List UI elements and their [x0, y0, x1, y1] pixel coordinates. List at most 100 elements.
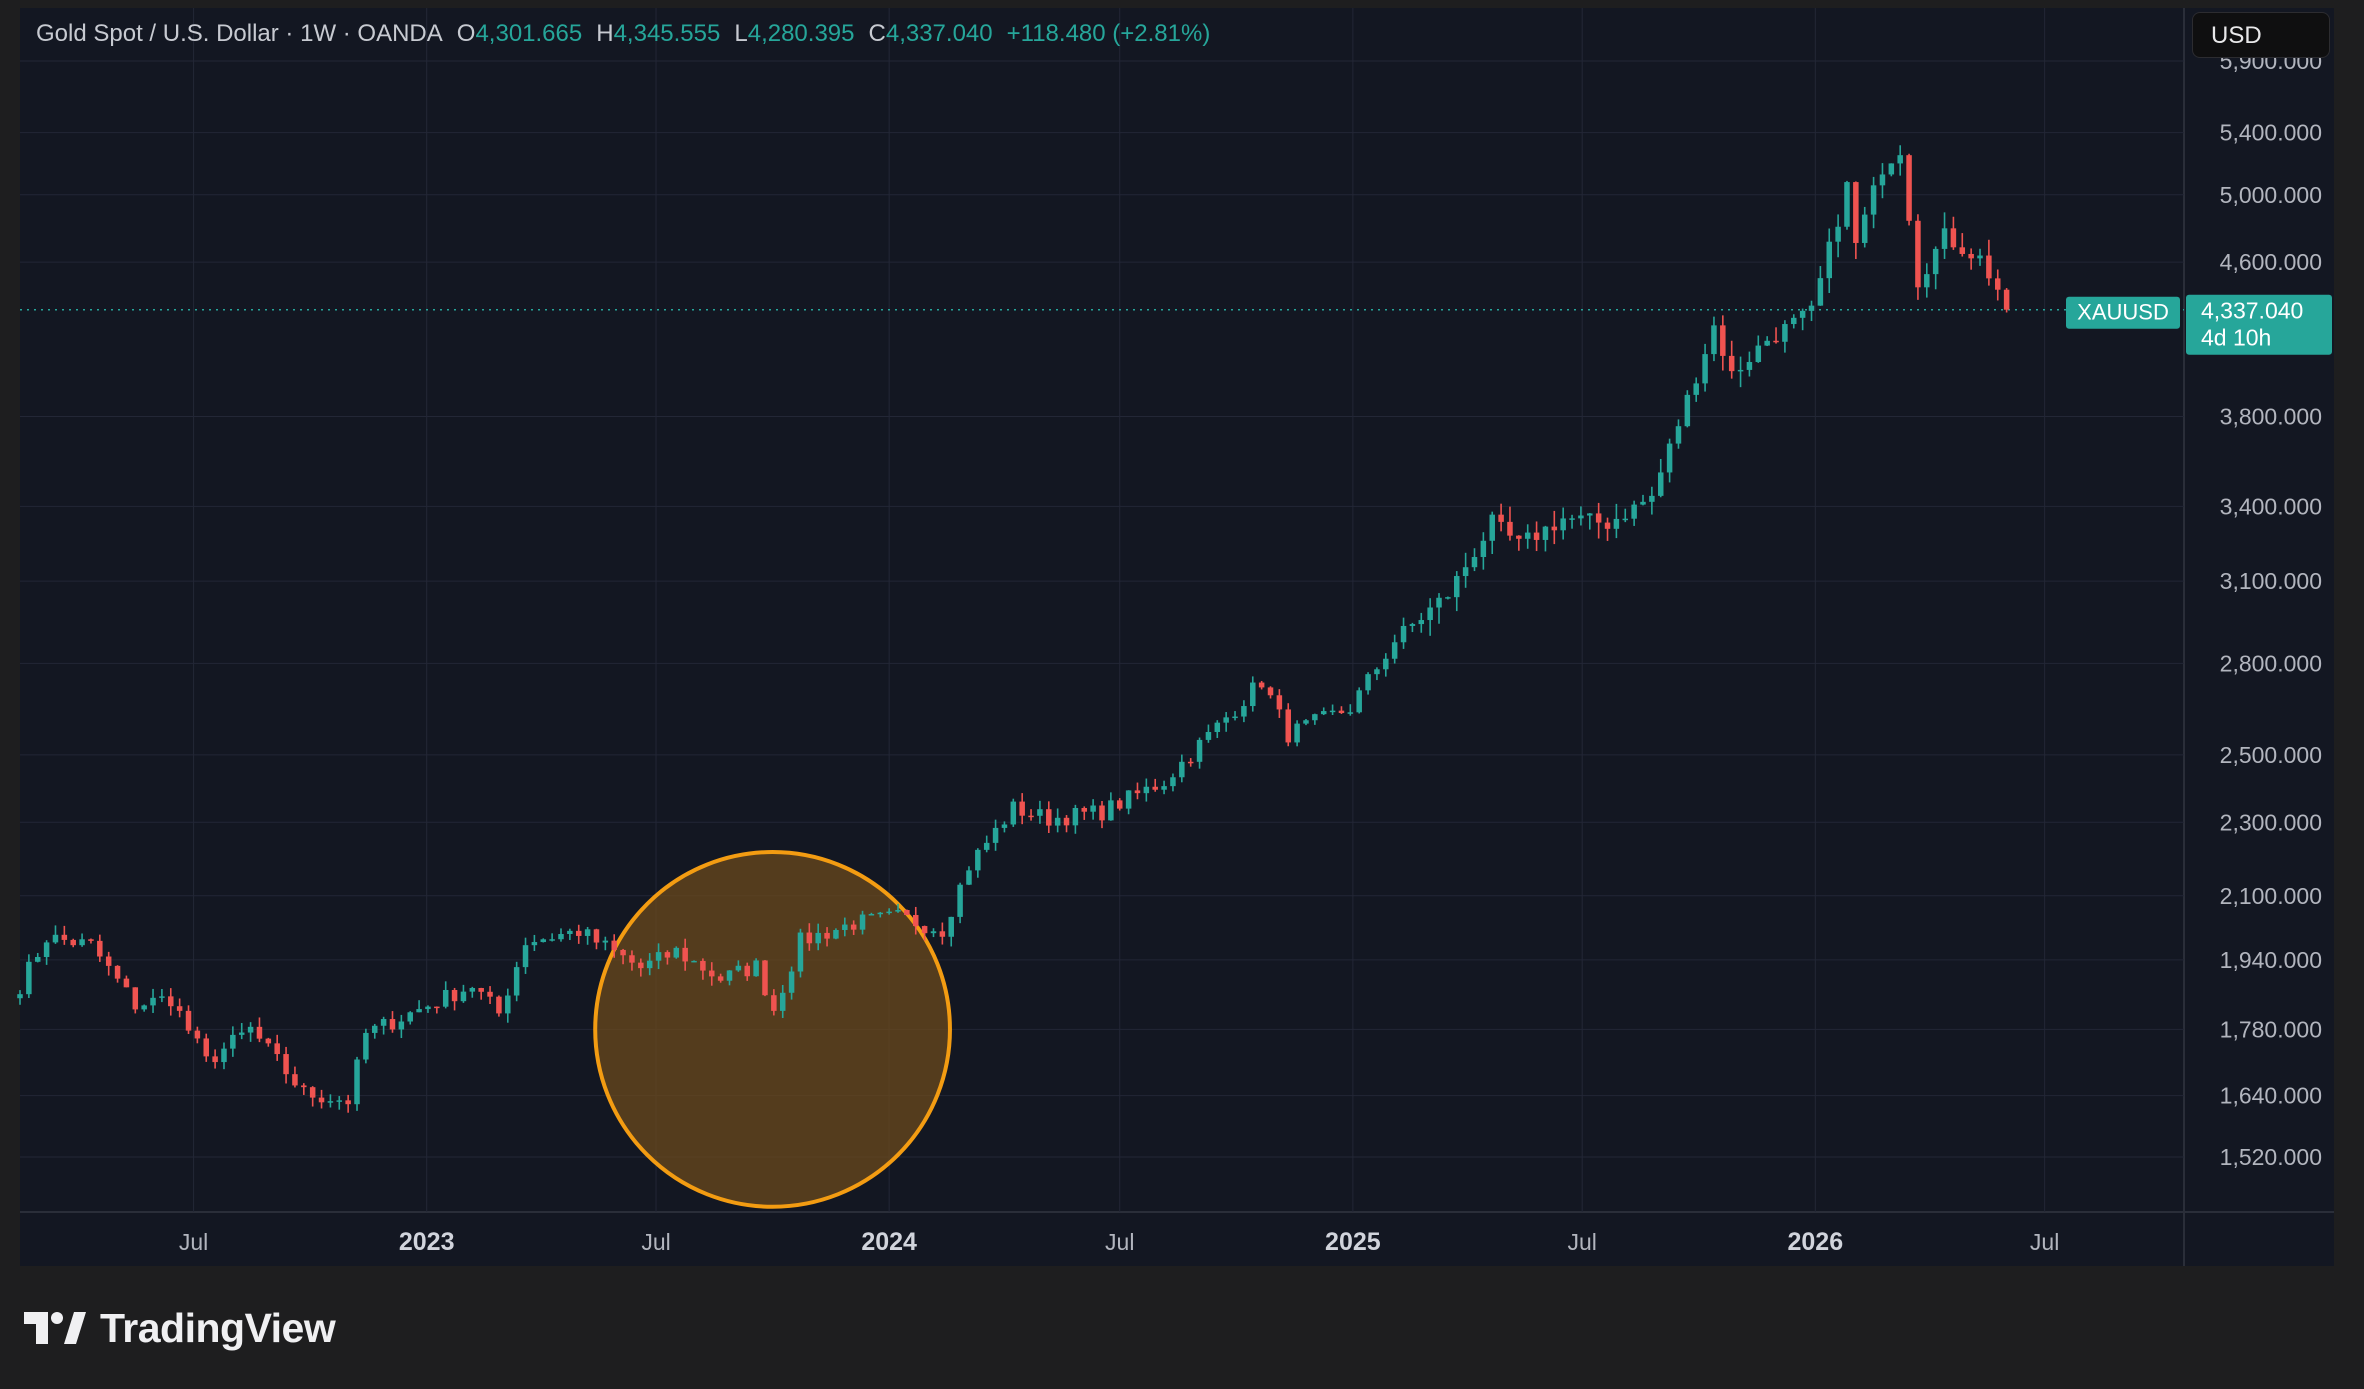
- y-tick-label: 1,780.000: [2220, 1016, 2322, 1042]
- candle-body: [700, 960, 706, 971]
- candle-body: [1684, 394, 1691, 427]
- candle-body: [797, 932, 804, 972]
- candle-body: [34, 957, 41, 962]
- candle-body: [1143, 786, 1150, 794]
- candle-body: [1294, 723, 1300, 743]
- brand-footer[interactable]: TradingView: [24, 1303, 336, 1353]
- candle-body: [70, 939, 76, 946]
- candle-body: [1764, 340, 1770, 346]
- candle-body: [505, 995, 511, 1014]
- candle-body: [638, 962, 644, 969]
- candle-body: [1365, 674, 1371, 691]
- candle-body: [1826, 241, 1832, 279]
- candle-body: [238, 1032, 245, 1035]
- candle-body: [788, 971, 795, 993]
- candle-body: [1906, 155, 1912, 221]
- candle-body: [1666, 443, 1673, 473]
- candle-body: [2003, 289, 2010, 310]
- candle-body: [1383, 658, 1389, 670]
- candle-body: [1001, 824, 1008, 828]
- candle-body: [850, 924, 857, 930]
- candle-body: [150, 997, 156, 1006]
- candle-body: [620, 949, 626, 956]
- candle-body: [1959, 247, 1966, 254]
- candle-body: [1418, 620, 1425, 625]
- x-tick-label: Jul: [179, 1229, 208, 1255]
- symbol-header: Gold Spot / U.S. Dollar · 1W · OANDA O 4…: [36, 20, 1210, 50]
- candle-body: [1214, 722, 1221, 733]
- candle-body: [1817, 278, 1824, 306]
- candle-body: [1507, 521, 1513, 536]
- candle-body: [531, 942, 538, 946]
- candle-body: [141, 1005, 147, 1010]
- candle-body: [957, 884, 963, 917]
- candle-body: [877, 912, 884, 915]
- candle-body: [487, 991, 493, 997]
- currency-button[interactable]: USD: [2192, 12, 2330, 58]
- candle-body: [1524, 532, 1531, 539]
- candle-body: [1471, 557, 1478, 568]
- candle-body: [1480, 540, 1487, 558]
- candle-body: [1374, 669, 1380, 675]
- candle-body: [921, 926, 928, 934]
- candle-body: [460, 991, 467, 1002]
- candle-body: [815, 932, 821, 944]
- candle-body: [478, 988, 484, 992]
- candle-body: [1196, 739, 1203, 762]
- candle-body: [265, 1038, 272, 1044]
- candles-group: [17, 145, 2010, 1113]
- candle-body: [1116, 800, 1123, 809]
- price-tag: [2186, 294, 2332, 355]
- candle-body: [1728, 355, 1735, 372]
- candle-body: [1090, 805, 1096, 812]
- candle-body: [318, 1097, 325, 1103]
- candle-body: [664, 952, 671, 958]
- candle-body: [983, 842, 990, 850]
- candle-body: [194, 1030, 201, 1039]
- candle-body: [247, 1026, 254, 1033]
- open-label: O: [456, 20, 476, 47]
- candle-body: [1657, 472, 1664, 496]
- candle-body: [43, 942, 50, 958]
- candle-body: [61, 934, 68, 940]
- candle-body: [859, 914, 866, 930]
- candle-body: [1161, 786, 1167, 790]
- candle-body: [1250, 682, 1256, 707]
- y-tick-label: 1,940.000: [2220, 947, 2322, 973]
- candle-body: [992, 827, 999, 843]
- candle-body: [1799, 310, 1806, 318]
- candle-body: [274, 1043, 280, 1055]
- open-value: 4,301.665: [475, 20, 583, 47]
- candle-body: [469, 988, 476, 992]
- candle-body: [105, 956, 112, 966]
- candle-body: [1099, 805, 1105, 821]
- candle-body: [682, 947, 688, 962]
- candle-body: [1285, 709, 1291, 743]
- candle-body: [1711, 325, 1717, 355]
- candle-body: [88, 939, 94, 941]
- candle-body: [567, 930, 573, 935]
- candle-body: [762, 960, 768, 996]
- candle-body: [1427, 607, 1433, 621]
- x-tick-label: Jul: [1567, 1229, 1596, 1255]
- candle-body: [1063, 817, 1070, 826]
- candle-body: [1746, 362, 1753, 370]
- candle-body: [221, 1048, 227, 1063]
- tradingview-logo-icon: [24, 1312, 86, 1344]
- candle-body: [1356, 690, 1362, 713]
- candle-body: [868, 914, 875, 916]
- candle-body: [1915, 220, 1921, 288]
- candle-body: [123, 978, 130, 988]
- candle-body: [1861, 214, 1868, 243]
- candle-body: [753, 960, 759, 977]
- candle-body: [26, 961, 32, 995]
- candle-body: [292, 1074, 298, 1086]
- candle-body: [913, 915, 919, 927]
- candle-body: [1587, 513, 1593, 516]
- candle-body: [1755, 345, 1762, 363]
- low-value: 4,280.395: [747, 20, 855, 47]
- candle-body: [1028, 815, 1034, 818]
- candle-body: [1454, 576, 1460, 598]
- candle-body: [1170, 777, 1176, 787]
